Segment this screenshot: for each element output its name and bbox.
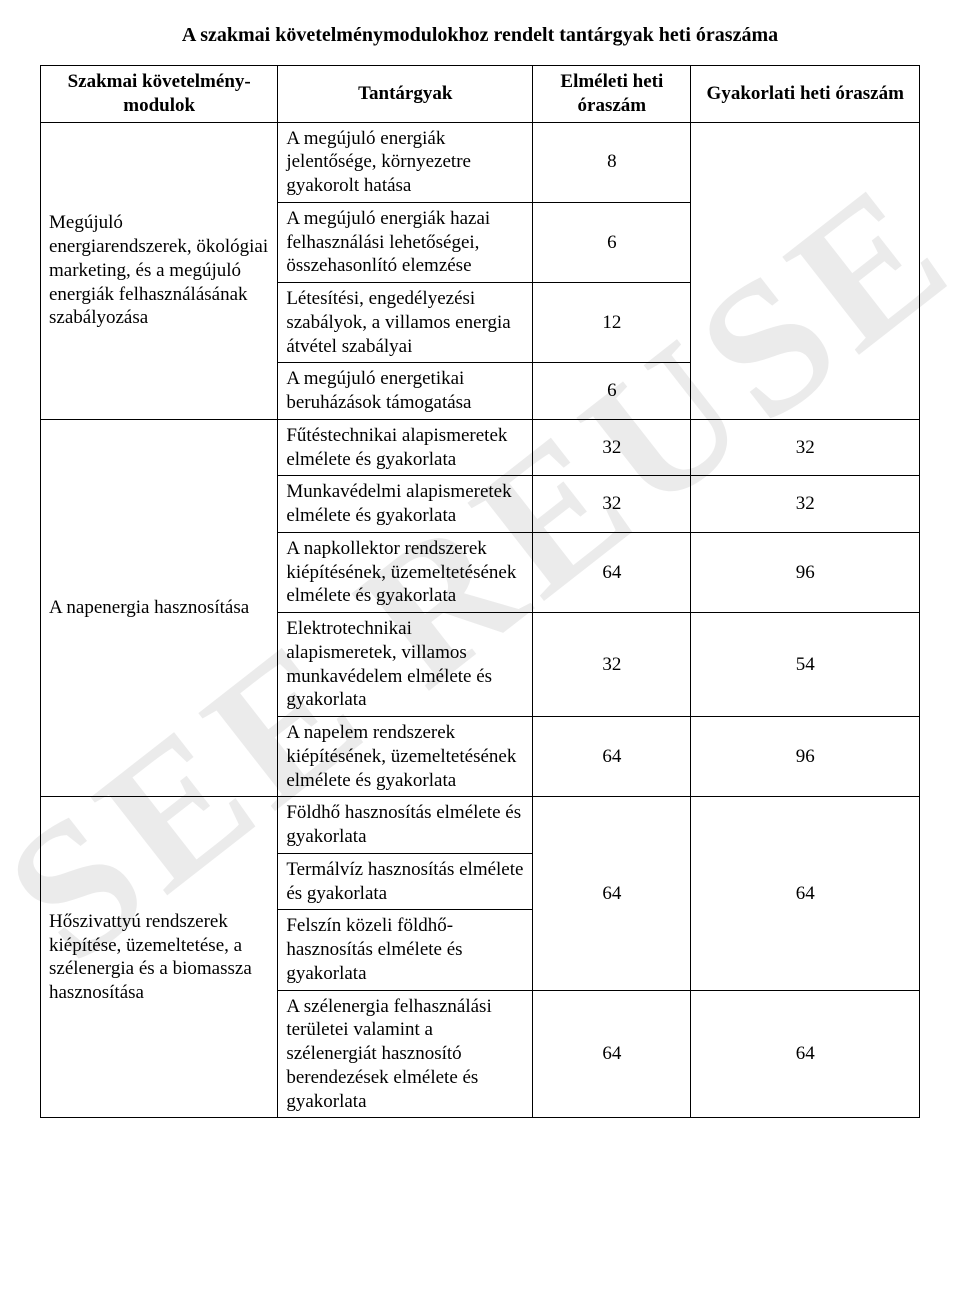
theory-hours: 8 bbox=[533, 122, 691, 202]
subject-cell: A megújuló energetikai beruházások támog… bbox=[278, 363, 533, 420]
subject-cell: Létesítési, engedélyezési szabályok, a v… bbox=[278, 283, 533, 363]
subject-cell: Munkavédelmi alapismeretek elmélete és g… bbox=[278, 476, 533, 533]
practice-hours: 54 bbox=[691, 613, 920, 717]
subject-cell: A napkollektor rendszerek kiépítésének, … bbox=[278, 532, 533, 612]
col-header-modules: Szakmai követelmény-modulok bbox=[41, 66, 278, 123]
subject-cell: Termálvíz hasznosítás elmélete és gyakor… bbox=[278, 853, 533, 910]
theory-hours: 6 bbox=[533, 202, 691, 282]
subject-cell: A megújuló energiák jelentősége, környez… bbox=[278, 122, 533, 202]
table-header-row: Szakmai követelmény-modulok Tantárgyak E… bbox=[41, 66, 920, 123]
practice-hours: 96 bbox=[691, 717, 920, 797]
col-header-practice: Gyakorlati heti óraszám bbox=[691, 66, 920, 123]
subject-cell: A megújuló energiák hazai felhasználási … bbox=[278, 202, 533, 282]
module-cell: Hőszivattyú rendszerek kiépítése, üzemel… bbox=[41, 797, 278, 1118]
subject-cell: Elektrotechnikai alapismeretek, villamos… bbox=[278, 613, 533, 717]
practice-hours: 96 bbox=[691, 532, 920, 612]
theory-hours: 64 bbox=[533, 797, 691, 990]
practice-hours bbox=[691, 122, 920, 419]
theory-hours: 64 bbox=[533, 532, 691, 612]
theory-hours: 64 bbox=[533, 990, 691, 1118]
col-header-theory: Elméleti heti óraszám bbox=[533, 66, 691, 123]
subject-cell: Felszín közeli földhő-hasznosítás elméle… bbox=[278, 910, 533, 990]
curriculum-table: Szakmai követelmény-modulok Tantárgyak E… bbox=[40, 65, 920, 1118]
practice-hours: 64 bbox=[691, 797, 920, 990]
practice-hours: 32 bbox=[691, 419, 920, 476]
subject-cell: Fűtéstechnikai alapismeretek elmélete és… bbox=[278, 419, 533, 476]
subject-cell: A napelem rendszerek kiépítésének, üzeme… bbox=[278, 717, 533, 797]
table-row: A napenergia hasznosítása Fűtéstechnikai… bbox=[41, 419, 920, 476]
subject-cell: A szélenergia felhasználási területei va… bbox=[278, 990, 533, 1118]
table-row: Hőszivattyú rendszerek kiépítése, üzemel… bbox=[41, 797, 920, 854]
theory-hours: 64 bbox=[533, 717, 691, 797]
subject-cell: Földhő hasznosítás elmélete és gyakorlat… bbox=[278, 797, 533, 854]
col-header-subjects: Tantárgyak bbox=[278, 66, 533, 123]
practice-hours: 32 bbox=[691, 476, 920, 533]
theory-hours: 32 bbox=[533, 613, 691, 717]
module-cell: Megújuló energiarendszerek, ökológiai ma… bbox=[41, 122, 278, 419]
theory-hours: 6 bbox=[533, 363, 691, 420]
practice-hours: 64 bbox=[691, 990, 920, 1118]
module-cell: A napenergia hasznosítása bbox=[41, 419, 278, 797]
theory-hours: 32 bbox=[533, 476, 691, 533]
theory-hours: 12 bbox=[533, 283, 691, 363]
theory-hours: 32 bbox=[533, 419, 691, 476]
page-title: A szakmai követelménymodulokhoz rendelt … bbox=[40, 24, 920, 47]
table-row: Megújuló energiarendszerek, ökológiai ma… bbox=[41, 122, 920, 202]
